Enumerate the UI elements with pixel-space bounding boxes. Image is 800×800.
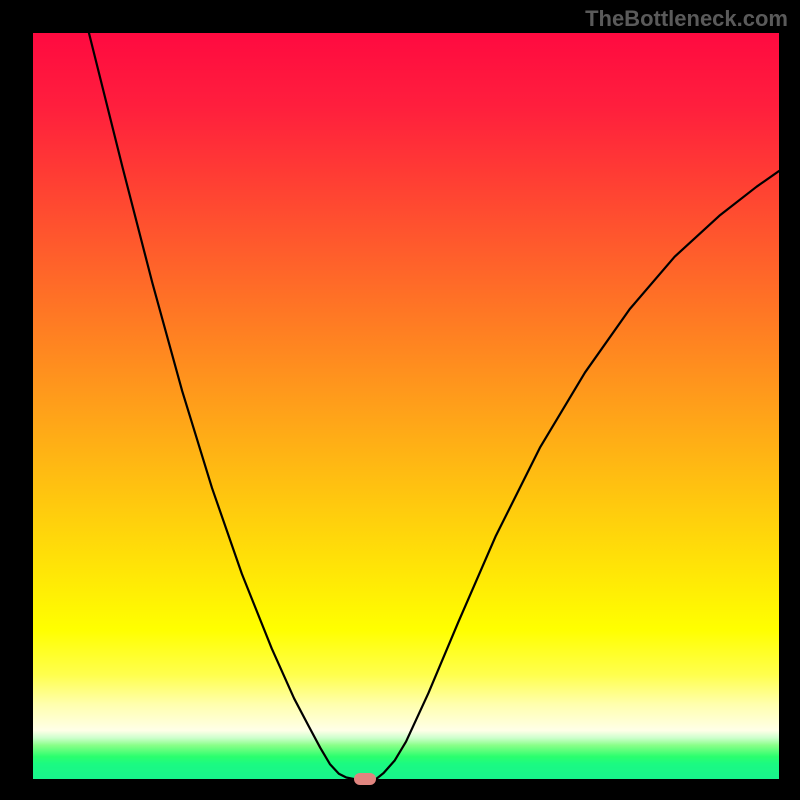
bottleneck-curve (33, 33, 779, 779)
chart-plot-area (33, 33, 779, 779)
watermark-text: TheBottleneck.com (585, 6, 788, 32)
optimal-marker (354, 773, 376, 785)
